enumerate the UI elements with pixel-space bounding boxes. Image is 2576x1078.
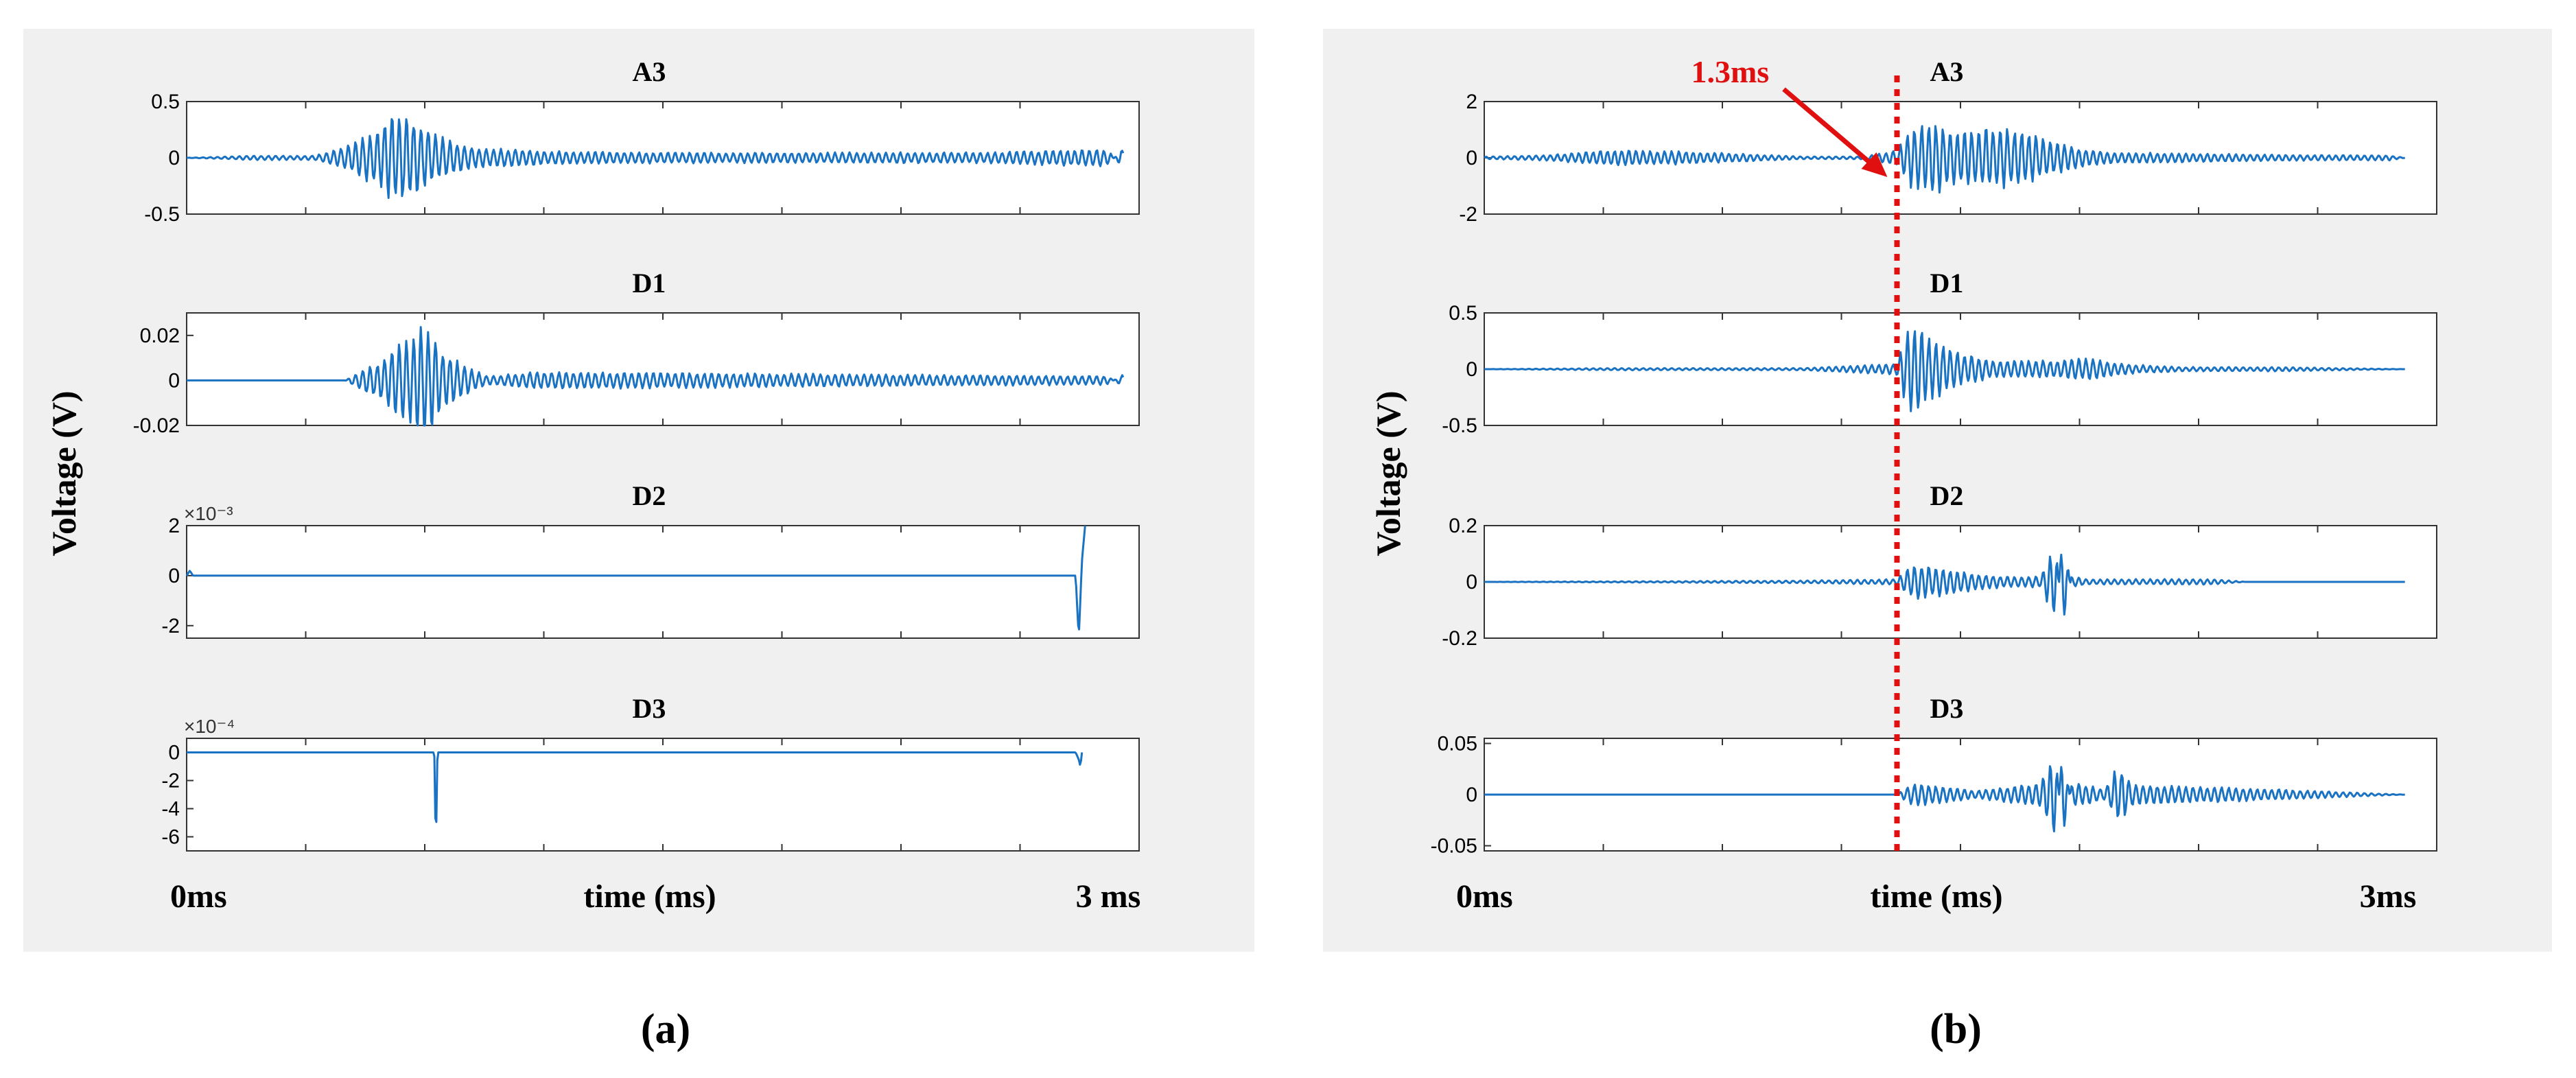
subplot-title: D1 [1930,268,1964,298]
annotation-arrow [1782,87,1878,170]
subplot-title: D2 [1930,480,1964,511]
subplot-a3: -0.5 0 0.5 A3 [144,56,1140,226]
signal-line-a3 [187,118,1125,199]
x-start-label: 0ms [1456,878,1513,915]
y-tick-label: -0.05 [1431,835,1477,858]
panel-b: -2 0 2 A3 -0.5 0 0.5 D1 -0.2 0 0.2 D2 -0.05 0 0.05 D3 Vo… [1369,54,2437,915]
subplot-a3: -2 0 2 A3 [1459,56,2437,226]
y-tick-label: -2 [161,770,180,793]
y-tick-label: -6 [161,826,180,849]
y-tick-label: 0 [1466,784,1477,806]
subplot-title: D3 [633,693,666,724]
annotation-arrowhead [1861,152,1888,177]
subplot-title: A3 [633,56,666,87]
signal-line-d3 [1484,765,2405,833]
signal-line-d1 [187,326,1125,427]
y-axis-label: Voltage (V) [45,390,83,556]
subplot-d3: -6 -4 -2 0×10⁻⁴ D3 [161,693,1140,852]
signal-line-d2 [1484,553,2405,616]
y-tick-label: -0.5 [1442,414,1477,437]
y-tick-label: 0.5 [1449,302,1477,325]
y-tick-label: 0 [168,369,180,392]
x-end-label: 3ms [2360,878,2417,915]
y-tick-label: 0 [1466,571,1477,594]
axis-exponent-label: ×10⁻³ [184,503,233,524]
subplot-d1: -0.02 0 0.02 D1 [133,268,1140,437]
y-tick-label: -2 [161,615,180,637]
y-tick-label: 0.05 [1438,732,1477,755]
y-tick-label: -0.2 [1442,627,1477,650]
onset-marker-label: 1.3ms [1691,54,1769,89]
panel-a-label: (a) [641,1006,690,1053]
x-start-label: 0ms [170,878,227,915]
y-tick-label: -4 [161,798,180,821]
panel-a: -0.5 0 0.5 A3 -0.02 0 0.02 D1 -2 0 2×10⁻³ D2 -6 -4 -2 0… [45,56,1140,915]
x-axis-label: time (ms) [583,878,716,915]
signal-line-a3 [1484,125,2405,194]
y-tick-label: 0.5 [151,91,180,113]
panel-b-label: (b) [1930,1006,1982,1053]
y-tick-label: 0 [168,742,180,764]
subplot-axes-frame [186,312,1140,426]
y-tick-label: 0.02 [140,325,180,347]
subplot-d1: -0.5 0 0.5 D1 [1442,268,2437,437]
subplot-d2: -0.2 0 0.2 D2 [1442,480,2437,650]
x-axis-label: time (ms) [1870,878,2002,915]
y-tick-label: -0.5 [144,203,180,226]
subplot-title: D1 [633,268,666,298]
subplot-title: D3 [1930,693,1964,724]
y-tick-label: 0 [1466,358,1477,381]
subplot-title: A3 [1930,56,1964,87]
x-end-label: 3 ms [1076,878,1141,915]
y-tick-label: -2 [1459,203,1477,226]
signal-line-d3 [186,751,1084,823]
axis-exponent-label: ×10⁻⁴ [184,716,235,737]
y-axis-label: Voltage (V) [1369,390,1407,556]
y-tick-label: -0.02 [133,414,180,437]
y-tick-label: 0 [168,147,180,169]
signal-line-d1 [1484,330,2405,412]
subplot-d3: -0.05 0 0.05 D3 [1431,693,2437,858]
y-tick-label: 2 [1466,91,1477,113]
subplot-title: D2 [633,480,666,511]
subplot-d2: -2 0 2×10⁻³ D2 [161,480,1140,639]
y-tick-label: 0 [1466,147,1477,169]
signal-line-d2 [185,525,1086,631]
subplot-axes-frame [186,525,1140,639]
y-tick-label: 2 [168,515,180,537]
y-tick-label: 0 [168,565,180,587]
subplot-axes-frame [186,738,1140,852]
y-tick-label: 0.2 [1449,515,1477,537]
